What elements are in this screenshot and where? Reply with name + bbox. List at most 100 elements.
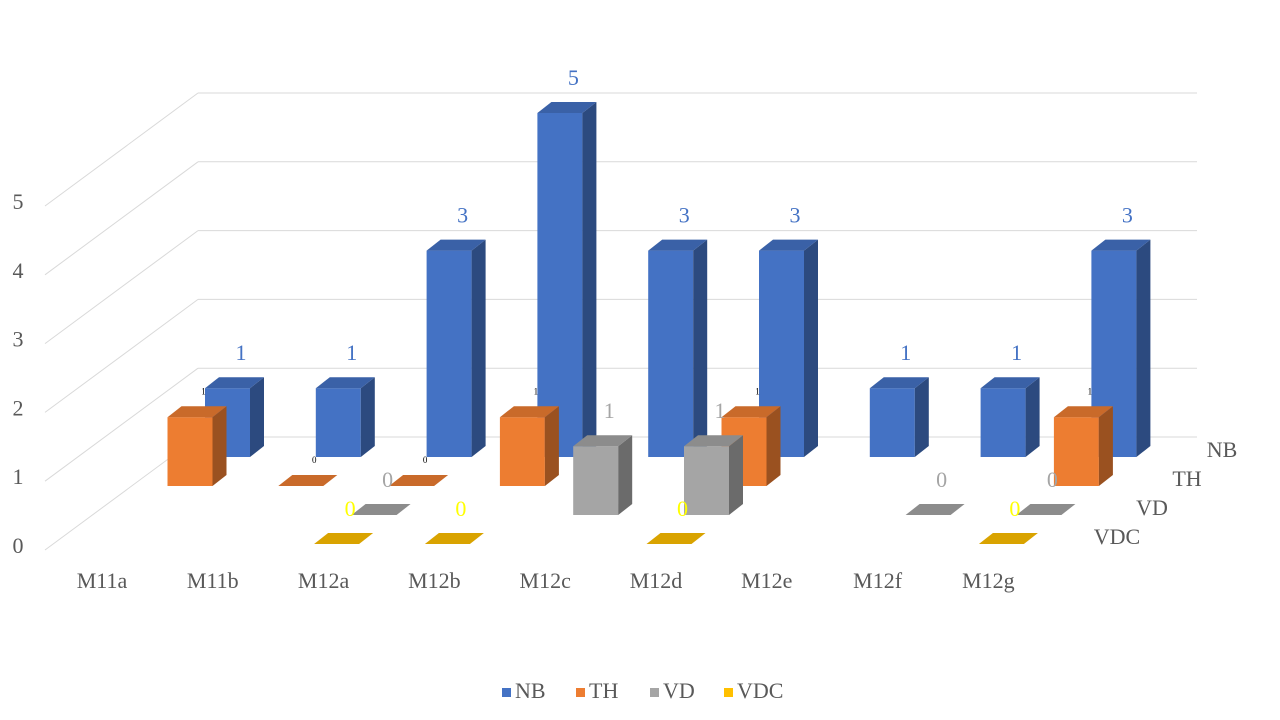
- bar-front: [315, 388, 361, 457]
- depth-axis-label: TH: [1172, 466, 1201, 491]
- bar-front: [1053, 417, 1099, 486]
- x-tick-label: M12d: [630, 568, 683, 593]
- bar-top: [1053, 406, 1113, 418]
- bar-side: [1025, 377, 1040, 457]
- bar-side: [544, 406, 559, 486]
- data-label: 0: [345, 496, 356, 521]
- legend-swatch: [576, 688, 585, 697]
- bar-top: [205, 377, 264, 389]
- bar-top: [424, 533, 484, 544]
- bar-top: [167, 406, 227, 418]
- legend-label: VD: [663, 678, 695, 703]
- bar-side: [360, 377, 375, 457]
- bar-side: [729, 435, 743, 515]
- depth-axis-label: VD: [1136, 495, 1168, 520]
- data-label: 0: [1047, 467, 1058, 492]
- data-label: 3: [790, 203, 801, 228]
- bar-side: [1098, 406, 1113, 486]
- bar-front: [499, 417, 545, 486]
- data-label: 5: [568, 65, 579, 90]
- data-label: 0: [936, 467, 947, 492]
- data-label: 0: [423, 455, 428, 465]
- bar-top: [315, 377, 375, 389]
- legend-label: NB: [515, 678, 546, 703]
- bar: [1053, 406, 1113, 486]
- y-tick-label: 1: [13, 464, 24, 489]
- grid-line: [44, 230, 199, 345]
- bar: [314, 533, 374, 544]
- x-tick-label: M12c: [520, 568, 572, 593]
- bar-front: [869, 388, 915, 457]
- bar: [315, 377, 375, 457]
- data-label: 1: [1088, 386, 1093, 396]
- bar-top: [389, 475, 449, 486]
- data-label: 3: [457, 203, 468, 228]
- bar: [426, 239, 486, 457]
- bar: [978, 533, 1038, 544]
- bar-top: [759, 239, 818, 251]
- bar-side: [582, 102, 597, 457]
- bar-front: [167, 417, 213, 486]
- legend-swatch: [724, 688, 733, 697]
- bar: [646, 533, 706, 544]
- bar: [389, 475, 449, 486]
- data-label: 0: [455, 496, 466, 521]
- bar-top: [1016, 504, 1076, 515]
- grid-line: [44, 161, 199, 276]
- bar-top: [499, 406, 559, 418]
- bar-top: [573, 435, 633, 447]
- bar-top: [537, 102, 597, 113]
- bar-top: [684, 435, 743, 447]
- bar-top: [314, 533, 374, 544]
- legend-label: TH: [589, 678, 618, 703]
- depth-axis-label: NB: [1207, 437, 1238, 462]
- bar-front: [537, 113, 583, 457]
- bar: [869, 377, 929, 457]
- data-label: 3: [679, 203, 690, 228]
- grid-line: [44, 367, 199, 482]
- data-label: 0: [382, 467, 393, 492]
- bar: [278, 475, 338, 486]
- depth-axis-label: VDC: [1094, 524, 1140, 549]
- bar-top: [426, 239, 486, 251]
- bar: [573, 435, 633, 515]
- bar-top: [648, 239, 708, 251]
- x-tick-label: M11a: [77, 568, 128, 593]
- bar-front: [684, 446, 729, 515]
- bar-front: [980, 388, 1026, 457]
- x-tick-label: M12e: [741, 568, 792, 593]
- bar: [351, 504, 411, 515]
- bar-top: [980, 377, 1040, 389]
- bar-top: [721, 406, 781, 418]
- x-tick-label: M11b: [187, 568, 239, 593]
- bar-side: [1136, 239, 1151, 457]
- x-tick-label: M12f: [853, 568, 903, 593]
- y-tick-label: 4: [13, 258, 24, 283]
- data-label: 1: [1011, 340, 1022, 365]
- bar-side: [212, 406, 227, 486]
- y-tick-label: 5: [13, 189, 24, 214]
- x-tick-label: M12b: [408, 568, 461, 593]
- bar-front: [573, 446, 619, 515]
- bar-side: [471, 239, 486, 457]
- bar: [537, 102, 597, 457]
- data-label: 1: [346, 340, 357, 365]
- bar-side: [804, 239, 818, 457]
- y-tick-label: 3: [13, 327, 24, 352]
- data-label: 0: [1009, 496, 1020, 521]
- data-label: 1: [201, 386, 206, 396]
- data-label: 1: [900, 340, 911, 365]
- data-label: 1: [604, 398, 615, 423]
- grid-line: [44, 92, 199, 207]
- bar: [1016, 504, 1076, 515]
- data-label: 1: [715, 398, 726, 423]
- data-label: 0: [312, 455, 317, 465]
- x-tick-label: M12a: [298, 568, 350, 593]
- data-label: 0: [677, 496, 688, 521]
- bar: [648, 239, 708, 457]
- bar-side: [693, 239, 708, 457]
- bar-side: [250, 377, 264, 457]
- grid-line: [44, 298, 199, 413]
- bar: [905, 504, 965, 515]
